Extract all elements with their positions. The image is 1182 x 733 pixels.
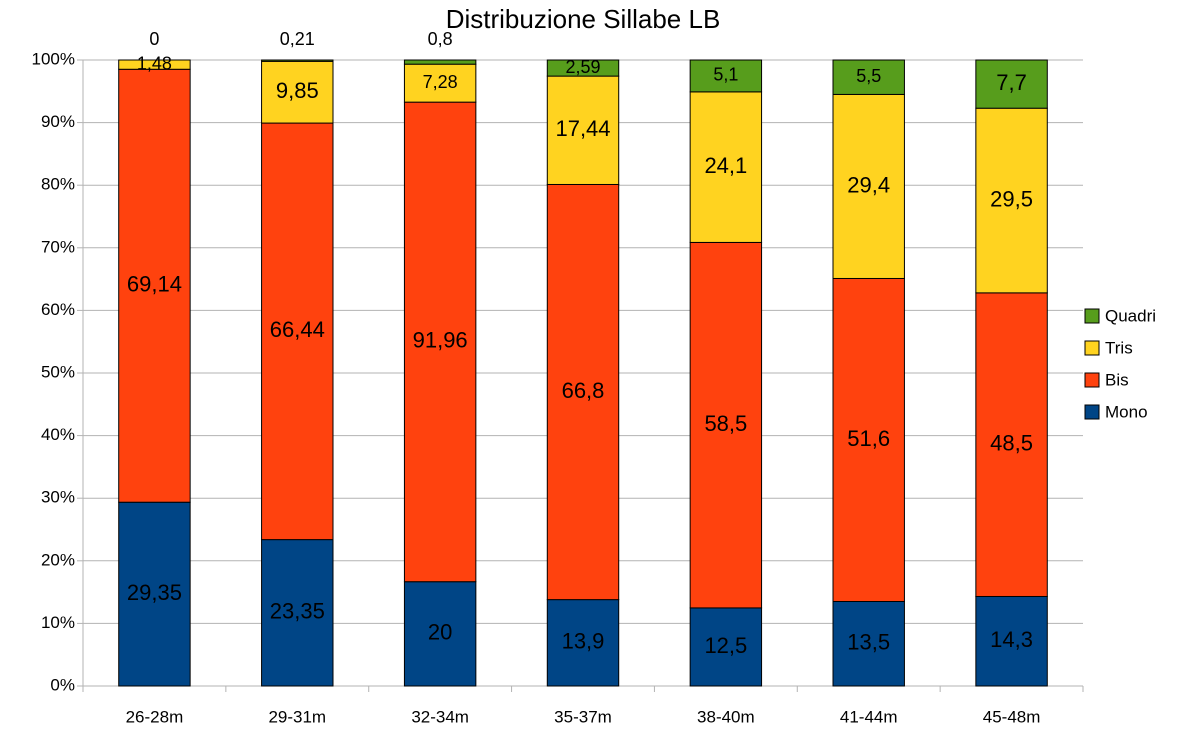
y-tick-label: 20% [41, 550, 75, 569]
bar-segment [546, 75, 620, 185]
bar-segment [261, 60, 334, 124]
y-tick-label: 10% [41, 613, 75, 632]
data-label: 7,28 [423, 72, 458, 92]
bar-segment [689, 241, 763, 609]
data-label: 58,5 [704, 411, 747, 436]
data-label: 66,8 [562, 378, 605, 403]
y-tick-label: 60% [41, 300, 75, 319]
bar-segment [975, 595, 1048, 687]
data-label: 0 [149, 29, 159, 49]
bar-segment [546, 599, 620, 687]
y-tick-label: 30% [41, 488, 75, 507]
y-tick-label: 0% [50, 675, 75, 694]
data-label: 5,1 [713, 65, 738, 85]
data-label: 29,35 [127, 580, 182, 605]
data-label: 51,6 [847, 426, 890, 451]
x-tick-label: 38-40m [697, 707, 755, 726]
legend-swatch [1084, 340, 1100, 356]
data-label: 1,48 [137, 53, 172, 73]
y-tick-label: 90% [41, 112, 75, 131]
chart-title: Distribuzione Sillabe LB [446, 4, 721, 34]
bar-segment [261, 59, 334, 62]
data-label: 0,8 [428, 29, 453, 49]
x-tick-label: 29-31m [268, 707, 326, 726]
x-tick-label: 32-34m [411, 707, 469, 726]
bar-segment [975, 107, 1048, 294]
legend-swatch [1084, 372, 1100, 388]
y-tick-label: 40% [41, 425, 75, 444]
legend-label: Quadri [1105, 306, 1156, 325]
data-label: 0,21 [280, 29, 315, 49]
data-label: 69,14 [127, 272, 182, 297]
bar-segment [689, 607, 763, 687]
x-tick-label: 45-48m [983, 707, 1041, 726]
data-label: 12,5 [704, 633, 747, 658]
bar-segment [403, 59, 477, 65]
data-label: 29,5 [990, 186, 1033, 211]
bar-segment [975, 292, 1048, 597]
legend-label: Bis [1105, 370, 1129, 389]
data-label: 9,85 [276, 78, 319, 103]
data-label: 13,5 [847, 630, 890, 655]
bar-segment [403, 63, 477, 103]
bar-segment [261, 539, 334, 687]
bar-segment [403, 101, 477, 583]
legend-label: Tris [1105, 338, 1133, 357]
bar-segment [118, 68, 191, 503]
data-label: 48,5 [990, 430, 1033, 455]
data-label: 7,7 [996, 70, 1027, 95]
data-label: 14,3 [990, 627, 1033, 652]
data-label: 66,44 [270, 317, 325, 342]
bar-segment [975, 59, 1048, 109]
data-label: 29,4 [847, 172, 890, 197]
bar-segment [832, 277, 905, 602]
bar-segment [261, 122, 334, 541]
x-tick-label: 26-28m [126, 707, 184, 726]
bar-segment [832, 93, 905, 279]
x-tick-label: 41-44m [840, 707, 898, 726]
legend-swatch [1084, 308, 1100, 324]
data-label: 17,44 [555, 116, 610, 141]
bar-segment [689, 91, 763, 243]
bar-segment [546, 183, 620, 601]
data-label: 13,9 [562, 629, 605, 654]
bar-segment [832, 59, 905, 95]
data-label: 2,59 [565, 57, 600, 77]
data-label: 20 [428, 620, 452, 645]
bar-segment [689, 59, 763, 93]
x-tick-label: 35-37m [554, 707, 612, 726]
y-tick-label: 80% [41, 175, 75, 194]
bar-segment [403, 581, 477, 687]
data-label: 5,5 [856, 66, 881, 86]
legend-swatch [1084, 404, 1100, 420]
bar-segment [546, 59, 620, 77]
y-tick-label: 70% [41, 237, 75, 256]
bar-segment [118, 59, 191, 70]
data-label: 23,35 [270, 599, 325, 624]
legend-label: Mono [1105, 402, 1148, 421]
data-label: 91,96 [413, 328, 468, 353]
bar-segment [832, 600, 905, 687]
y-tick-label: 50% [41, 362, 75, 381]
y-tick-label: 100% [32, 49, 75, 68]
data-label: 24,1 [704, 153, 747, 178]
